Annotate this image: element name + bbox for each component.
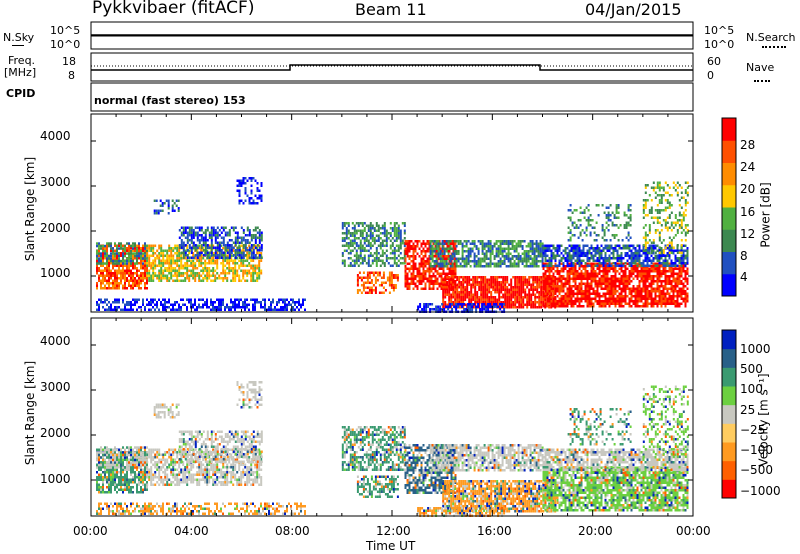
x-axis-label: Time UT <box>366 539 416 553</box>
freq-tick-top: 18 <box>62 55 76 68</box>
power-colorbar-frame <box>721 117 737 297</box>
cpid-panel-frame <box>90 82 694 112</box>
velocity-ytick: 1000 <box>40 472 71 486</box>
power-colorbar-segment <box>722 118 736 141</box>
velocity-colorbar-segment <box>722 460 736 480</box>
cpid-text: normal (fast stereo) 153 <box>94 94 246 107</box>
freq-unit-label: [MHz] <box>4 66 37 79</box>
nsearch-tick-bottom: 10^0 <box>704 38 735 51</box>
power-ytick: 2000 <box>40 221 71 235</box>
velocity-cbar-tick: 25 <box>740 403 756 417</box>
date-label: 04/Jan/2015 <box>585 0 682 19</box>
nsearch-dots <box>762 46 786 48</box>
velocity-cbar-tick: −100 <box>740 443 773 457</box>
velocity-colorbar-segment <box>722 479 736 499</box>
velocity-colorbar-segment <box>722 423 736 443</box>
power-ytick: 3000 <box>40 175 71 189</box>
power-cbar-tick: 4 <box>740 270 748 284</box>
cpid-label: CPID <box>6 87 36 100</box>
nave-tick-bottom: 0 <box>707 69 714 82</box>
velocity-colorbar-segment <box>722 404 736 424</box>
power-colorbar-segment <box>722 207 736 230</box>
velocity-colorbar-segment <box>722 367 736 387</box>
power-colorbar-segment <box>722 273 736 297</box>
velocity-colorbar-segment <box>722 386 736 406</box>
beam-label: Beam 11 <box>355 0 427 19</box>
velocity-ytick: 3000 <box>40 380 71 394</box>
velocity-ytick: 4000 <box>40 334 71 348</box>
power-cbar-tick: 20 <box>740 182 756 196</box>
x-tick: 00:00 <box>676 524 711 538</box>
power-ytick: 4000 <box>40 129 71 143</box>
power-cbar-tick: 16 <box>740 205 756 219</box>
velocity-colorbar-segment <box>722 348 736 368</box>
power-scatter <box>96 177 689 313</box>
nave-dots <box>754 80 770 82</box>
velocity-scatter <box>96 381 689 517</box>
velocity-cbar-tick: 100 <box>740 382 763 396</box>
power-colorbar-segment <box>722 140 736 163</box>
velocity-colorbar-segment <box>722 442 736 462</box>
nsky-tick-top: 10^5 <box>50 24 81 37</box>
nsky-label: N.Sky <box>3 31 35 44</box>
power-cbar-tick: 28 <box>740 138 756 152</box>
velocity-colorbar-segment <box>722 330 736 350</box>
velocity-colorbar-frame <box>721 329 737 499</box>
power-cbar-tick: 24 <box>740 160 756 174</box>
nsky-tick-bottom: 10^0 <box>50 38 81 51</box>
radar-title: Pykkvibaer (fitACF) <box>92 0 255 18</box>
velocity-cbar-tick: 500 <box>740 362 763 376</box>
x-tick: 08:00 <box>275 524 310 538</box>
power-colorbar-segment <box>722 184 736 208</box>
freq-tick-bottom: 8 <box>68 69 75 82</box>
power-ytick: 1000 <box>40 266 71 280</box>
x-tick: 00:00 <box>73 524 108 538</box>
x-tick: 04:00 <box>174 524 209 538</box>
nsearch-tick-top: 10^5 <box>704 24 735 37</box>
power-colorbar-segment <box>722 251 736 275</box>
power-colorbar-segment <box>722 229 736 252</box>
power-colorbar-segment <box>722 162 736 186</box>
power-cbar-tick: 8 <box>740 249 748 263</box>
velocity-cbar-tick: 1000 <box>740 342 771 356</box>
x-tick: 20:00 <box>578 524 613 538</box>
velocity-cbar-tick: −500 <box>740 463 773 477</box>
nave-tick-top: 60 <box>707 55 721 68</box>
freq-panel-frame <box>90 52 694 82</box>
nsky-underline <box>12 45 24 46</box>
freq-label: Freq. <box>8 54 36 67</box>
velocity-cbar-tick: −1000 <box>740 484 781 498</box>
freq-trace <box>91 64 693 71</box>
nave-label: Nave <box>746 61 775 74</box>
x-tick: 12:00 <box>376 524 411 538</box>
x-tick: 16:00 <box>477 524 512 538</box>
power-cbar-tick: 12 <box>740 227 756 241</box>
nsearch-label: N.Search <box>746 31 796 44</box>
velocity-cbar-tick: −25 <box>740 423 766 437</box>
velocity-ytick: 2000 <box>40 426 71 440</box>
